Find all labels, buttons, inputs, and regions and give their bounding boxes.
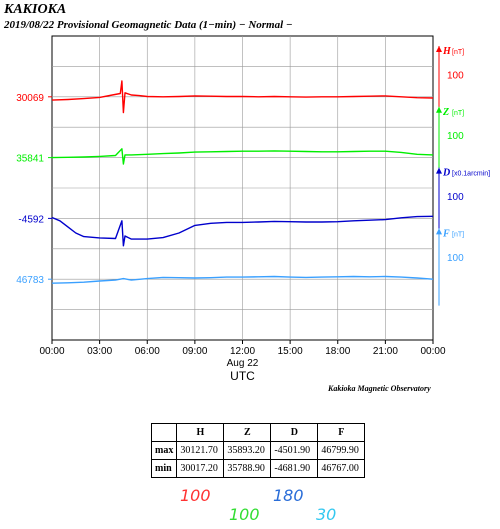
scale-label-f: 30 (316, 505, 337, 524)
stats-cell: 46799.90 (317, 441, 366, 460)
stats-header-row: H Z D F (150, 423, 366, 442)
scale-arrowhead (436, 228, 442, 235)
x-tick-label: 15:00 (278, 346, 303, 357)
series-name-h: H (442, 46, 452, 57)
stats-cell: 30017.20 (176, 459, 225, 478)
stats-cell: 46767.00 (317, 459, 366, 478)
series-name-d: D (442, 168, 450, 179)
stats-cell: -4501.90 (270, 441, 319, 460)
series-unit: [nT] (452, 110, 464, 117)
series-scale: 100 (447, 131, 464, 142)
x-tick-label: 09:00 (182, 346, 207, 357)
date-label: Aug 22 (227, 358, 259, 369)
stats-cell: -4681.90 (270, 459, 319, 478)
stats-row-label: max (150, 441, 178, 460)
scale-arrowhead (436, 167, 442, 174)
stats-row-max: max 30121.70 35893.20 -4501.90 46799.90 (150, 441, 366, 460)
stats-row-label: min (150, 459, 178, 478)
series-name-f: F (442, 228, 450, 239)
stats-col-z: Z (223, 423, 272, 442)
series-line-h (51, 80, 434, 114)
x-tick-label: 03:00 (87, 346, 112, 357)
x-tick-label: 00:00 (39, 346, 64, 357)
observatory-credit: Kakioka Magnetic Observatory (328, 384, 431, 393)
base-label-d: -4592 (18, 214, 44, 225)
series-unit: [nT] (452, 49, 464, 56)
series-line-f (51, 275, 434, 284)
base-label-h: 30069 (16, 93, 44, 104)
x-tick-label: 21:00 (373, 346, 398, 357)
scale-arrowhead (436, 106, 442, 113)
scale-label-h: 100 (180, 486, 211, 505)
scale-label-d: 180 (273, 486, 304, 505)
scale-arrowhead (436, 46, 442, 52)
geomagnetic-chart: 00:00 03:00 06:00 09:00 12:00 15:00 18:00 21:00… (16, 35, 490, 383)
station-name: KAKIOKA (4, 2, 67, 17)
series-unit: [nT] (452, 231, 464, 238)
stats-cell: 35788.90 (223, 459, 272, 478)
series-scale: 100 (447, 192, 464, 203)
stats-col-h: H (176, 423, 225, 442)
series-name-z: Z (442, 107, 449, 118)
stats-col-d: D (270, 423, 319, 442)
base-label-f: 46783 (16, 275, 44, 286)
series-scale: 100 (447, 253, 464, 264)
x-tick-label: 12:00 (230, 346, 255, 357)
stats-row-min: min 30017.20 35788.90 -4681.90 46767.00 (150, 459, 366, 478)
series-unit: [x0.1arcmin] (452, 171, 490, 178)
x-tick-label: 18:00 (325, 346, 350, 357)
scale-label-z: 100 (229, 505, 260, 524)
series-line-z (51, 148, 434, 165)
base-label-z: 35841 (16, 154, 44, 165)
series-line-d (51, 215, 434, 247)
stats-cell: 30121.70 (176, 441, 225, 460)
series-scale: 100 (447, 70, 464, 81)
stats-table: H Z D F max 30121.70 35893.20 -4501.90 4… (150, 423, 366, 478)
stats-col-f: F (317, 423, 366, 442)
chart-subtitle: 2019/08/22 Provisional Geomagnetic Data … (4, 19, 293, 31)
x-tick-label: 06:00 (135, 346, 160, 357)
stats-corner (150, 423, 178, 442)
x-axis-label: UTC (230, 369, 255, 383)
x-tick-label: 00:00 (420, 346, 445, 357)
stats-cell: 35893.20 (223, 441, 272, 460)
